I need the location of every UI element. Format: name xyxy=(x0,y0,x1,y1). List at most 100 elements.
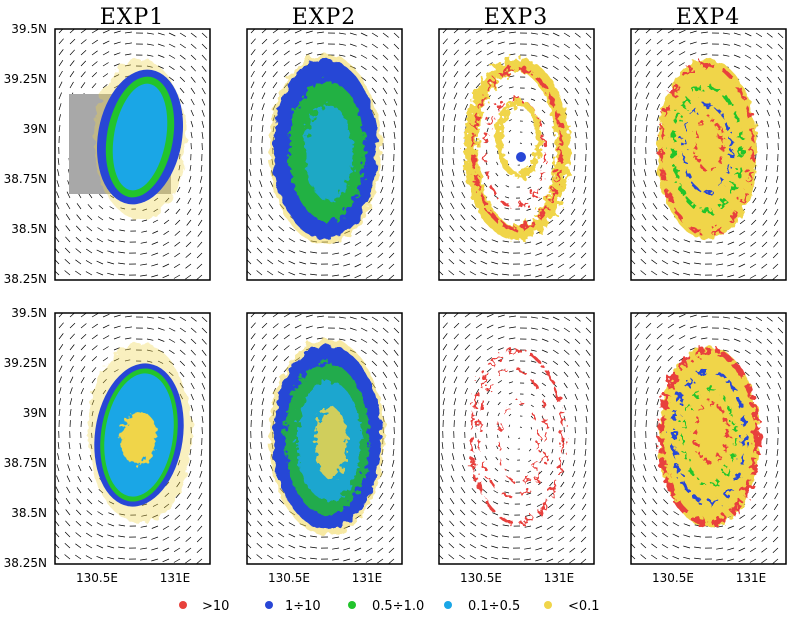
wind-vector-arrow xyxy=(750,230,757,236)
wind-vector-arrow xyxy=(552,65,559,70)
wind-vector-arrow xyxy=(316,31,324,34)
wind-vector-arrow xyxy=(440,180,444,188)
wind-vector-arrow xyxy=(76,214,82,221)
wind-vector-arrow xyxy=(168,43,176,48)
wind-vector-arrow xyxy=(108,512,115,516)
wind-vector-arrow xyxy=(557,263,565,268)
wind-vector-arrow xyxy=(530,360,537,363)
wind-vector-arrow xyxy=(762,230,768,237)
wind-vector-arrow xyxy=(162,241,170,246)
wind-vector-arrow xyxy=(641,236,647,243)
wind-vector-arrow xyxy=(146,32,154,35)
wind-vector-arrow xyxy=(190,131,193,139)
wind-vector-arrow xyxy=(102,346,109,351)
wind-vector-arrow xyxy=(173,547,181,552)
wind-vector-arrow xyxy=(744,43,752,48)
wind-vector-arrow xyxy=(102,73,109,78)
wind-vector-arrow xyxy=(582,208,587,216)
wind-vector-arrow xyxy=(278,532,285,538)
wind-vector-arrow xyxy=(151,547,159,551)
wind-vector-arrow xyxy=(199,459,203,467)
wind-vector-arrow xyxy=(366,230,373,236)
wind-vector-arrow xyxy=(162,252,170,257)
wind-vector-arrow xyxy=(738,263,746,268)
wind-vector-arrow xyxy=(641,509,647,516)
wind-vector-arrow xyxy=(475,61,482,67)
wind-vector-arrow xyxy=(451,453,455,461)
wind-vector-arrow xyxy=(486,368,492,373)
wind-vector-arrow xyxy=(151,274,159,278)
wind-vector-arrow xyxy=(190,316,197,322)
wind-vector-arrow xyxy=(633,453,636,461)
wind-vector-arrow xyxy=(777,98,782,106)
wind-vector-arrow xyxy=(452,158,455,166)
wind-vector-arrow xyxy=(683,239,691,243)
wind-vector-arrow xyxy=(526,481,532,484)
wind-vector-arrow xyxy=(310,535,318,538)
wind-vector-arrow xyxy=(453,409,456,417)
wind-vector-arrow xyxy=(464,333,471,340)
wind-vector-arrow xyxy=(442,103,446,111)
wind-vector-arrow xyxy=(775,175,779,183)
wind-vector-arrow xyxy=(283,39,290,45)
wind-vector-arrow xyxy=(738,241,746,246)
wind-vector-arrow xyxy=(146,316,154,319)
wind-vector-arrow xyxy=(667,29,675,34)
wind-vector-arrow xyxy=(572,459,576,467)
wind-vector-arrow xyxy=(442,49,448,56)
wind-vector-arrow xyxy=(91,29,99,34)
wind-vector-arrow xyxy=(764,470,768,478)
wind-vector-arrow xyxy=(480,260,488,265)
wind-vector-arrow xyxy=(572,186,576,194)
wind-vector-arrow xyxy=(80,409,83,417)
wind-vector-arrow xyxy=(700,326,708,329)
wind-vector-arrow xyxy=(552,43,560,48)
wind-vector-arrow xyxy=(87,204,93,210)
wind-vector-arrow xyxy=(97,511,104,516)
wind-vector-arrow xyxy=(249,453,252,461)
wind-vector-arrow xyxy=(689,325,697,329)
wind-vector-arrow xyxy=(80,71,86,78)
wind-vector-arrow xyxy=(464,114,468,122)
wind-vector-arrow xyxy=(190,54,197,61)
wind-vector-arrow xyxy=(378,208,384,215)
wind-vector-arrow xyxy=(299,250,307,254)
wind-vector-arrow xyxy=(55,486,60,494)
lat-tick-label: 39N xyxy=(23,122,47,136)
wind-vector-arrow xyxy=(354,252,362,257)
wind-vector-arrow xyxy=(663,215,669,221)
wind-vector-arrow xyxy=(475,410,478,417)
wind-vector-arrow xyxy=(739,503,746,509)
wind-vector-arrow xyxy=(58,387,62,395)
wind-vector-arrow xyxy=(162,558,170,563)
wind-vector-arrow xyxy=(634,322,640,329)
wind-vector-arrow xyxy=(462,464,466,472)
wind-vector-arrow xyxy=(506,446,510,450)
wind-vector-arrow xyxy=(272,49,279,56)
wind-vector-arrow xyxy=(367,503,373,510)
wind-vector-arrow xyxy=(332,274,340,277)
wind-vector-arrow xyxy=(146,338,154,341)
wind-vector-arrow xyxy=(494,184,499,188)
legend-label-01-05: 0.1÷0.5 xyxy=(468,599,520,614)
wind-vector-arrow xyxy=(645,103,649,111)
wind-vector-arrow xyxy=(766,393,770,401)
wind-vector-arrow xyxy=(497,96,502,100)
wind-vector-arrow xyxy=(744,360,751,365)
wind-vector-arrow xyxy=(503,218,510,221)
wind-vector-arrow xyxy=(58,354,63,362)
wind-vector-arrow xyxy=(294,40,302,45)
wind-vector-arrow xyxy=(378,230,384,237)
wind-vector-arrow xyxy=(464,409,467,417)
wind-vector-arrow xyxy=(294,29,302,34)
wind-vector-arrow xyxy=(250,60,256,67)
wind-vector-arrow xyxy=(393,393,397,401)
wind-vector-arrow xyxy=(689,347,696,351)
wind-vector-arrow xyxy=(250,38,256,45)
wind-vector-arrow xyxy=(761,241,768,248)
wind-vector-arrow xyxy=(700,42,708,45)
wind-vector-arrow xyxy=(569,252,576,258)
wind-vector-arrow xyxy=(546,547,554,552)
wind-vector-arrow xyxy=(777,54,783,61)
wind-vector-arrow xyxy=(250,344,256,351)
